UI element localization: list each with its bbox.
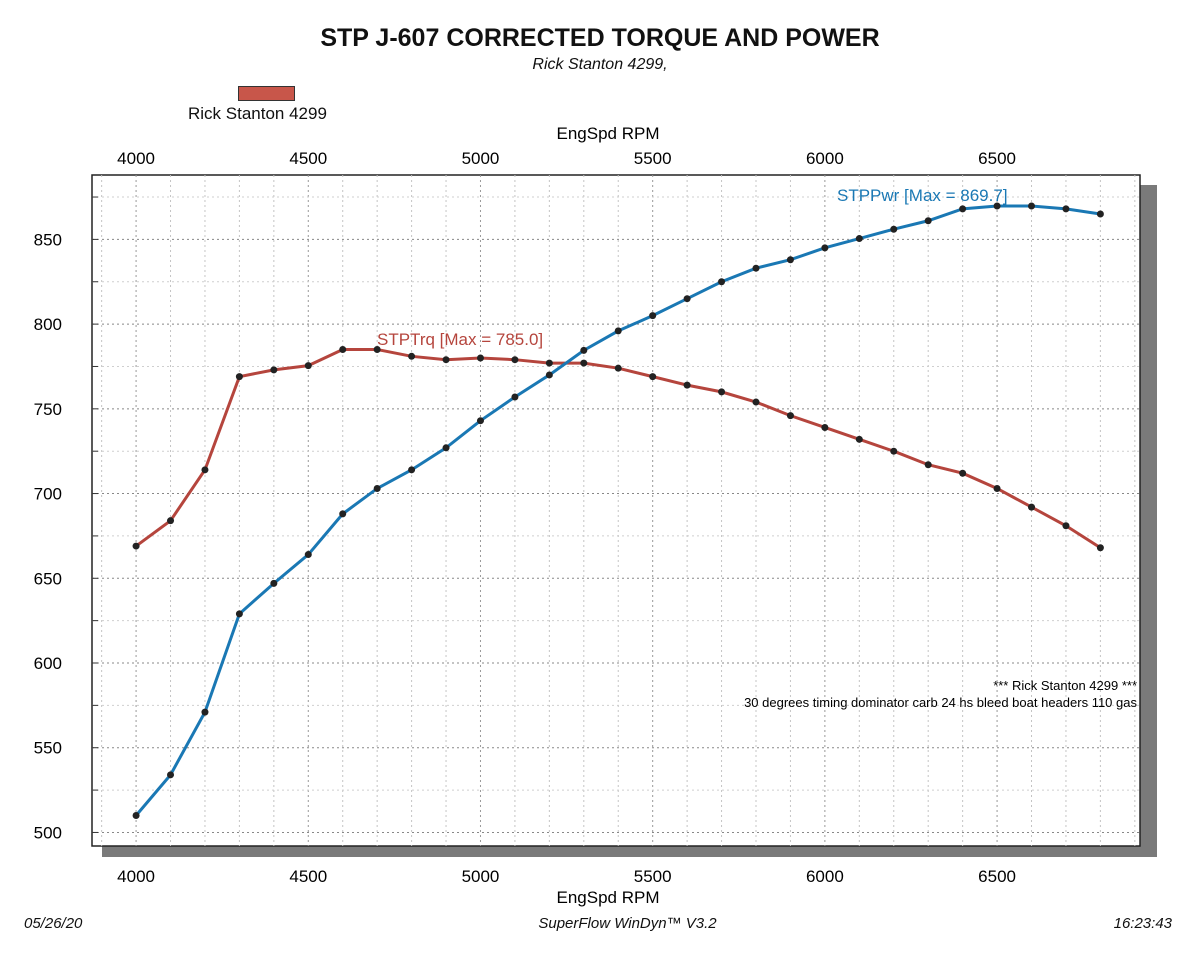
data-point-stppwr bbox=[855, 235, 863, 243]
data-point-stppwr bbox=[304, 551, 312, 559]
data-point-stptrq bbox=[855, 435, 863, 443]
series-label-stptrq: STPTrq [Max = 785.0] bbox=[377, 330, 543, 349]
data-point-stptrq bbox=[511, 356, 519, 364]
y-tick-label: 600 bbox=[34, 654, 62, 673]
data-point-stppwr bbox=[167, 771, 175, 779]
y-tick-label: 650 bbox=[34, 569, 62, 588]
data-point-stptrq bbox=[304, 362, 312, 370]
annotation-title: *** Rick Stanton 4299 *** bbox=[993, 678, 1137, 693]
x-tick-label-top: 5500 bbox=[634, 149, 672, 168]
data-point-stppwr bbox=[718, 278, 726, 286]
data-point-stptrq bbox=[752, 398, 760, 406]
data-point-stptrq bbox=[373, 346, 381, 354]
x-tick-label: 5500 bbox=[634, 867, 672, 886]
series-label-stppwr: STPPwr [Max = 869.7] bbox=[837, 186, 1008, 205]
data-point-stptrq bbox=[580, 359, 588, 367]
data-point-stppwr bbox=[408, 466, 416, 474]
data-point-stppwr bbox=[270, 579, 278, 587]
data-point-stptrq bbox=[408, 352, 416, 360]
data-point-stptrq bbox=[993, 484, 1001, 492]
data-point-stppwr bbox=[476, 417, 484, 425]
x-tick-label-top: 4000 bbox=[117, 149, 155, 168]
data-point-stptrq bbox=[235, 373, 243, 381]
data-point-stptrq bbox=[476, 354, 484, 362]
data-point-stppwr bbox=[786, 256, 794, 264]
footer-time: 16:23:43 bbox=[1113, 915, 1172, 932]
data-point-stptrq bbox=[339, 346, 347, 354]
data-point-stptrq bbox=[201, 466, 209, 474]
data-point-stptrq bbox=[786, 412, 794, 420]
data-point-stptrq bbox=[718, 388, 726, 396]
data-point-stptrq bbox=[924, 461, 932, 469]
data-point-stppwr bbox=[235, 610, 243, 618]
x-tick-label: 6000 bbox=[806, 867, 844, 886]
annotation-notes: 30 degrees timing dominator carb 24 hs b… bbox=[744, 695, 1137, 710]
data-point-stppwr bbox=[683, 295, 691, 303]
data-point-stptrq bbox=[821, 423, 829, 431]
x-tick-label-top: 4500 bbox=[289, 149, 327, 168]
data-point-stptrq bbox=[132, 542, 140, 550]
data-point-stptrq bbox=[959, 469, 967, 477]
plot-shadow-bottom bbox=[102, 846, 1157, 857]
y-tick-label: 550 bbox=[34, 739, 62, 758]
data-point-stppwr bbox=[959, 205, 967, 213]
y-tick-label: 800 bbox=[34, 315, 62, 334]
data-point-stppwr bbox=[649, 312, 657, 320]
data-point-stppwr bbox=[201, 708, 209, 716]
data-point-stppwr bbox=[545, 371, 553, 379]
data-point-stptrq bbox=[442, 356, 450, 364]
x-tick-label-top: 6000 bbox=[806, 149, 844, 168]
data-point-stppwr bbox=[339, 510, 347, 518]
data-point-stptrq bbox=[1028, 503, 1036, 511]
data-point-stppwr bbox=[924, 217, 932, 225]
data-point-stppwr bbox=[511, 393, 519, 401]
y-tick-label: 700 bbox=[34, 485, 62, 504]
y-tick-label: 850 bbox=[34, 230, 62, 249]
data-point-stppwr bbox=[1028, 202, 1036, 210]
footer-date: 05/26/20 bbox=[24, 915, 83, 932]
x-tick-label-top: 5000 bbox=[462, 149, 500, 168]
data-point-stptrq bbox=[1062, 522, 1070, 530]
data-point-stppwr bbox=[373, 484, 381, 492]
y-tick-label: 500 bbox=[34, 823, 62, 842]
legend-swatch bbox=[238, 86, 295, 101]
data-point-stppwr bbox=[442, 444, 450, 452]
data-point-stptrq bbox=[270, 366, 278, 374]
data-point-stptrq bbox=[545, 359, 553, 367]
x-tick-label: 5000 bbox=[462, 867, 500, 886]
data-point-stppwr bbox=[614, 327, 622, 335]
plot-shadow-right bbox=[1140, 185, 1157, 857]
data-point-stppwr bbox=[821, 244, 829, 252]
y-tick-label: 750 bbox=[34, 400, 62, 419]
data-point-stppwr bbox=[1062, 205, 1070, 213]
chart-title: STP J-607 CORRECTED TORQUE AND POWER bbox=[320, 24, 880, 52]
x-tick-label: 6500 bbox=[978, 867, 1016, 886]
x-axis-label: EngSpd RPM bbox=[557, 888, 660, 907]
data-point-stppwr bbox=[993, 202, 1001, 210]
chart-subtitle: Rick Stanton 4299, bbox=[532, 56, 668, 73]
x-tick-label: 4000 bbox=[117, 867, 155, 886]
data-point-stptrq bbox=[167, 517, 175, 525]
x-tick-label: 4500 bbox=[289, 867, 327, 886]
plot-frame bbox=[91, 174, 1141, 847]
data-point-stptrq bbox=[1096, 544, 1104, 552]
footer-software: SuperFlow WinDyn™ V3.2 bbox=[538, 915, 717, 932]
data-point-stptrq bbox=[890, 447, 898, 455]
x-axis-label-top: EngSpd RPM bbox=[557, 124, 660, 143]
data-point-stptrq bbox=[614, 364, 622, 372]
data-point-stppwr bbox=[890, 225, 898, 233]
x-tick-label-top: 6500 bbox=[978, 149, 1016, 168]
data-point-stppwr bbox=[752, 264, 760, 272]
data-point-stppwr bbox=[580, 346, 588, 354]
legend-label: Rick Stanton 4299 bbox=[188, 104, 327, 123]
data-point-stptrq bbox=[649, 373, 657, 381]
data-point-stppwr bbox=[132, 812, 140, 819]
data-point-stppwr bbox=[1096, 210, 1104, 218]
data-point-stptrq bbox=[683, 381, 691, 389]
